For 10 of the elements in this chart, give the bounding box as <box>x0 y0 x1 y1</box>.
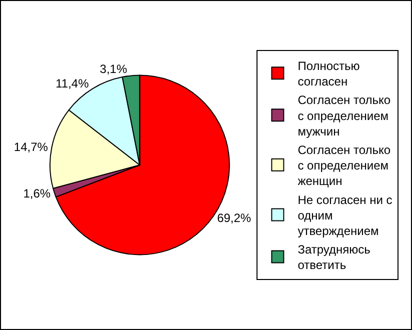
data-label: 1,6% <box>23 186 51 200</box>
data-label: 11,4% <box>56 76 90 91</box>
data-label: 14,7% <box>14 140 48 154</box>
data-label: 3,1% <box>100 62 128 76</box>
data-label: 69,2% <box>217 211 252 226</box>
legend-label: Согласен только с определением женщин <box>298 142 391 188</box>
legend-label: Затрудняюсь ответить <box>298 242 370 272</box>
legend-label: Согласен только с определением мужчин <box>298 93 391 138</box>
legend-label: Не согласен ни с одним утверждением <box>298 192 392 238</box>
legend-label: Полностью согласен <box>298 58 360 89</box>
